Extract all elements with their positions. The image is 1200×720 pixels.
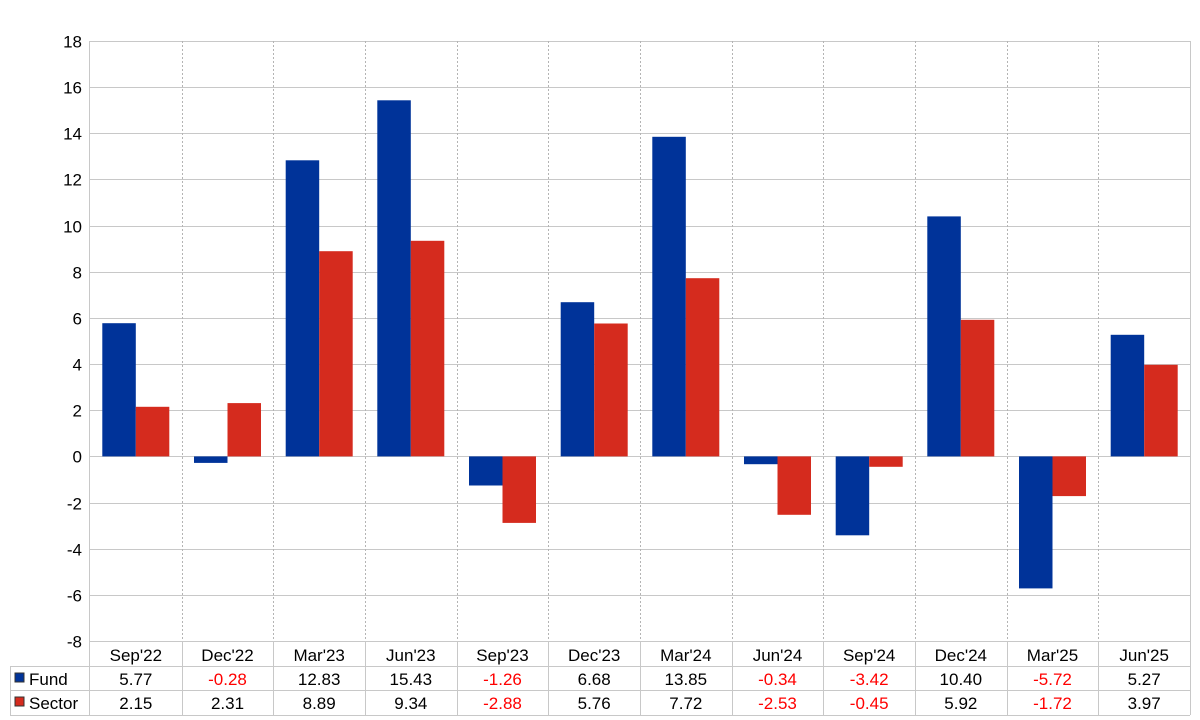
bar-sector bbox=[135, 406, 170, 457]
data-label: -2.53 bbox=[758, 694, 797, 713]
bar-fund bbox=[1019, 456, 1053, 589]
bar-fund bbox=[1110, 334, 1145, 457]
data-label: 10.40 bbox=[940, 670, 983, 689]
bar-fund bbox=[927, 216, 961, 457]
x-tick-label: Dec'24 bbox=[935, 646, 987, 665]
bar-fund bbox=[377, 100, 411, 457]
bar-sector bbox=[502, 456, 536, 523]
y-tick-label: 18 bbox=[63, 33, 82, 52]
y-tick-label: 12 bbox=[63, 171, 82, 190]
x-tick-label: Dec'23 bbox=[568, 646, 620, 665]
bar-fund bbox=[560, 302, 595, 457]
x-tick-label: Sep'24 bbox=[843, 646, 895, 665]
legend-label-sector: Sector bbox=[29, 694, 78, 713]
y-tick-label: -4 bbox=[67, 541, 82, 560]
bars bbox=[102, 100, 1178, 589]
y-tick-label: 2 bbox=[73, 402, 82, 421]
data-label: 2.31 bbox=[211, 694, 244, 713]
y-tick-label: -6 bbox=[67, 587, 82, 606]
legend-swatch-sector bbox=[14, 696, 25, 707]
data-label: 8.89 bbox=[303, 694, 336, 713]
bar-sector bbox=[685, 278, 720, 457]
y-tick-label: 6 bbox=[73, 310, 82, 329]
x-tick-label: Sep'22 bbox=[110, 646, 162, 665]
bar-fund bbox=[652, 136, 686, 457]
x-tick-label: Mar'24 bbox=[660, 646, 711, 665]
y-tick-label: 0 bbox=[73, 448, 82, 467]
x-tick-label: Sep'23 bbox=[476, 646, 528, 665]
data-label: -0.45 bbox=[850, 694, 889, 713]
x-tick-label: Jun'25 bbox=[1119, 646, 1169, 665]
data-label: 5.92 bbox=[944, 694, 977, 713]
data-label: -1.26 bbox=[483, 670, 522, 689]
bar-sector bbox=[777, 456, 811, 515]
bar-fund bbox=[835, 456, 870, 536]
y-tick-label: 4 bbox=[73, 356, 82, 375]
data-label: -5.72 bbox=[1033, 670, 1072, 689]
data-label: 5.27 bbox=[1128, 670, 1161, 689]
data-label: 13.85 bbox=[665, 670, 708, 689]
data-label: -2.88 bbox=[483, 694, 522, 713]
data-label: 3.97 bbox=[1128, 694, 1161, 713]
bar-fund bbox=[285, 160, 320, 457]
data-label: -3.42 bbox=[850, 670, 889, 689]
data-table: Sep'22 Dec'22 Mar'23 Jun'23 Sep'23 Dec'23 Mar'… bbox=[10, 641, 1191, 716]
data-label: 9.34 bbox=[394, 694, 427, 713]
data-label: 7.72 bbox=[669, 694, 702, 713]
x-tick-label: Jun'24 bbox=[753, 646, 803, 665]
y-tick-label: -2 bbox=[67, 495, 82, 514]
data-label: 5.76 bbox=[578, 694, 611, 713]
y-tick-label: 14 bbox=[63, 125, 82, 144]
bar-sector bbox=[594, 323, 628, 457]
legend-swatch-fund bbox=[14, 672, 25, 683]
x-tick-label: Jun'23 bbox=[386, 646, 436, 665]
bar-sector bbox=[960, 319, 995, 457]
bar-fund bbox=[744, 456, 778, 465]
x-tick-label: Mar'25 bbox=[1027, 646, 1078, 665]
bar-fund bbox=[469, 456, 503, 486]
y-tick-label: 8 bbox=[73, 264, 82, 283]
bar-sector bbox=[319, 251, 353, 457]
data-label: 5.77 bbox=[119, 670, 152, 689]
x-tick-label: Dec'22 bbox=[201, 646, 253, 665]
bar-sector bbox=[410, 240, 445, 457]
legend-label-fund: Fund bbox=[29, 670, 68, 689]
data-label: -0.28 bbox=[208, 670, 247, 689]
bar-sector bbox=[1144, 364, 1178, 457]
y-tick-label: -8 bbox=[67, 633, 82, 652]
data-label: 12.83 bbox=[298, 670, 341, 689]
bar-sector bbox=[1052, 456, 1086, 497]
data-label: -1.72 bbox=[1033, 694, 1072, 713]
x-tick-label: Mar'23 bbox=[293, 646, 344, 665]
y-axis: 18 16 14 12 10 8 6 4 2 0 -2 -4 -6 -8 bbox=[63, 33, 82, 652]
bar-fund bbox=[102, 323, 136, 457]
data-label: 15.43 bbox=[390, 670, 433, 689]
y-tick-label: 16 bbox=[63, 79, 82, 98]
data-label: 2.15 bbox=[119, 694, 152, 713]
bar-sector bbox=[869, 456, 903, 467]
bar-fund bbox=[194, 456, 228, 463]
data-label: 6.68 bbox=[578, 670, 611, 689]
y-tick-label: 10 bbox=[63, 218, 82, 237]
data-label: -0.34 bbox=[758, 670, 797, 689]
bar-sector bbox=[227, 403, 261, 457]
